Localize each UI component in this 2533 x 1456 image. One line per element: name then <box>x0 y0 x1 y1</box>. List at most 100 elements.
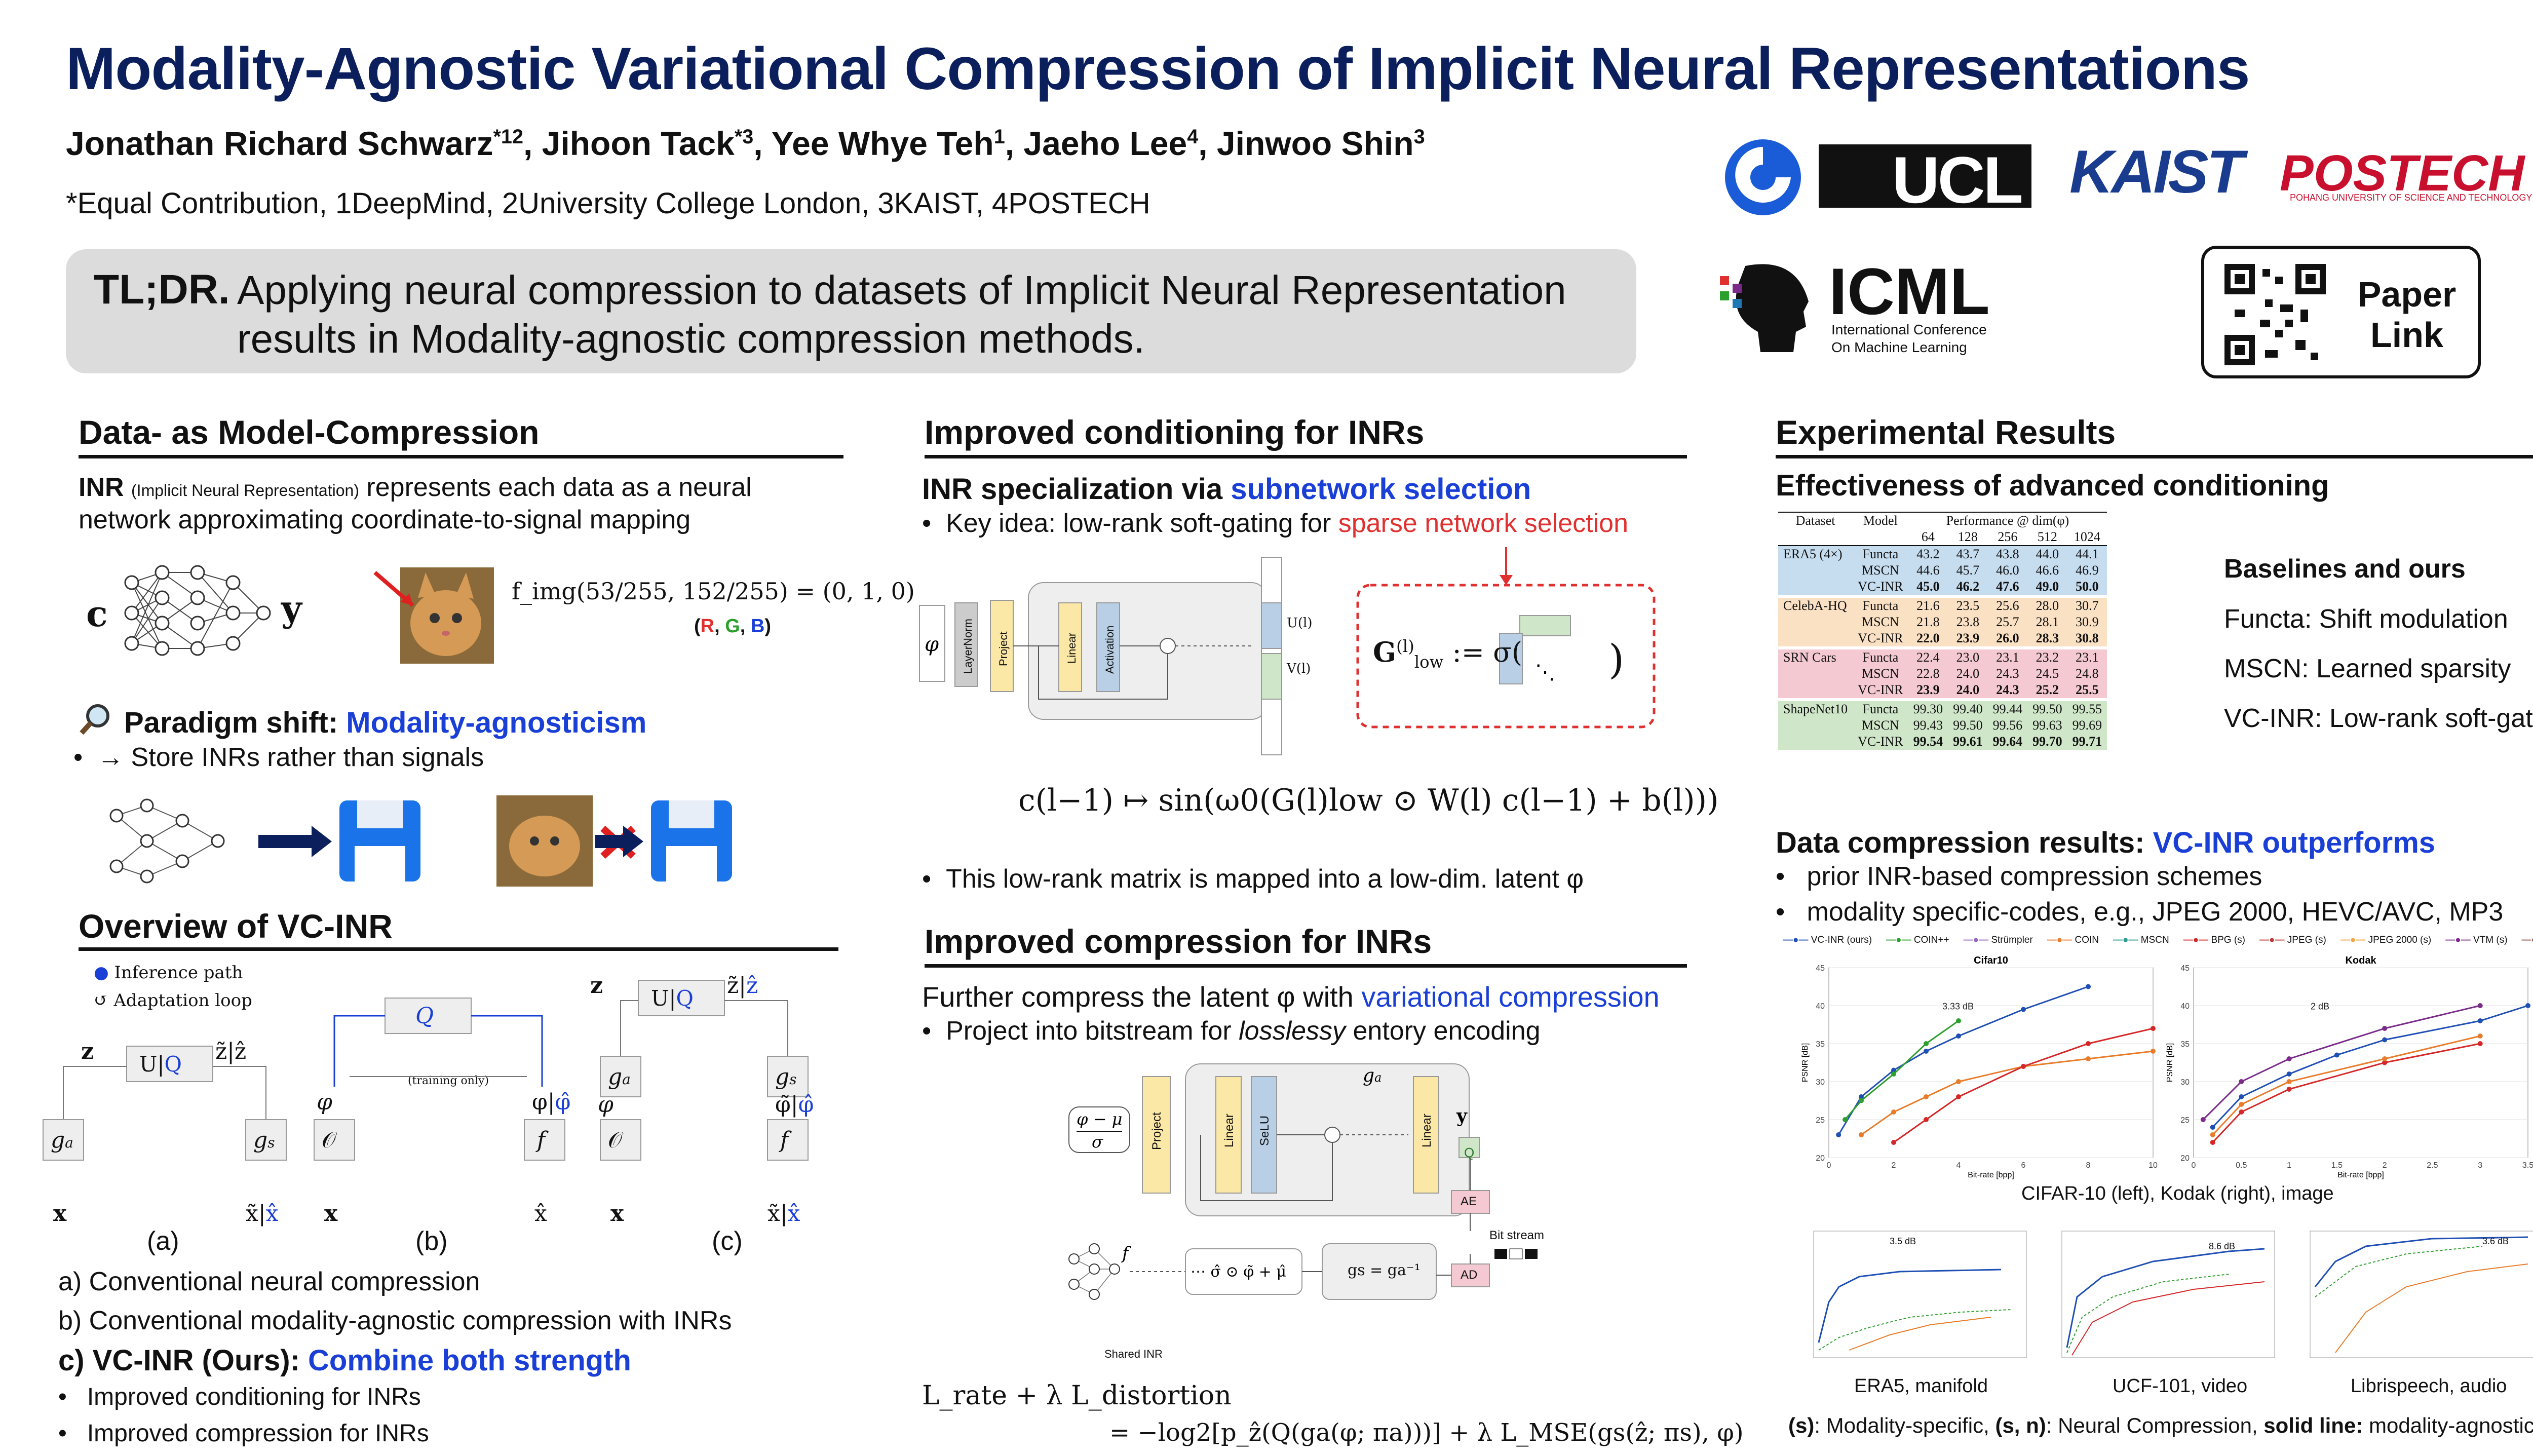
value-cell: 24.0 <box>1956 666 1980 681</box>
tldr-label: TL;DR. <box>94 266 230 313</box>
dataset-cell: ERA5 (4×) <box>1783 547 1843 561</box>
block-linear: Linear <box>1065 632 1078 664</box>
value-cell: 47.6 <box>1996 579 2019 594</box>
svg-text:x: x <box>53 1201 67 1227</box>
legend-adaptation: ↺ Adaptation loop <box>94 990 252 1011</box>
compression-results-title: Data compression results: VC-INR outperf… <box>1776 826 2436 859</box>
u-label: U(l) <box>1287 616 1313 631</box>
dataset-cell <box>1778 666 1853 682</box>
kaist-logo: KAIST <box>2069 138 2244 206</box>
signal-output-label: y <box>281 588 302 630</box>
value-cell: 46.2 <box>1956 579 1980 594</box>
paper-link-label: Paper Link <box>2357 275 2457 355</box>
model-cell: Functa <box>1862 650 1899 665</box>
svg-text:φ|φ̂: φ|φ̂ <box>532 1089 570 1115</box>
results-table-wrapper: Dataset Model Performance @ dim(φ) 64 128 256… <box>1778 512 2107 753</box>
caption-libri: Librispeech, audio <box>2351 1375 2507 1397</box>
value-cell: 45.0 <box>1916 579 1940 594</box>
model-cell: Functa <box>1862 598 1899 613</box>
dataset-cell <box>1778 682 1853 698</box>
table-row: MSCN 21.8 23.8 25.7 28.1 30.9 <box>1778 614 2107 630</box>
value-cell: 21.8 <box>1916 615 1940 629</box>
magnifier-icon <box>80 704 109 735</box>
loss-line1: L_rate + λ L_distortion <box>922 1381 1232 1411</box>
value-cell: 99.56 <box>1992 718 2023 733</box>
y-tick-label: 30 <box>2180 1078 2190 1087</box>
x-tick-label: 0.5 <box>2236 1161 2247 1170</box>
data-point <box>1859 1132 1864 1137</box>
table-row: MSCN 22.8 24.0 24.3 24.5 24.8 <box>1778 666 2107 682</box>
x-tick-label: 1.5 <box>2331 1161 2343 1170</box>
y-axis-label: PSNR [dB] <box>1801 1043 1810 1082</box>
value-cell: 23.5 <box>1956 598 1980 613</box>
value-cell: 99.55 <box>2072 702 2102 716</box>
value-cell: 25.5 <box>2076 682 2099 697</box>
data-point <box>2286 1079 2292 1084</box>
value-cell: 99.71 <box>2072 734 2102 749</box>
block2-project: Project <box>1150 1112 1164 1150</box>
svg-text:⋱: ⋱ <box>1535 661 1555 683</box>
value-cell: 43.7 <box>1956 547 1980 561</box>
store-inr-diagram <box>109 795 732 887</box>
ad-label: AD <box>1461 1268 1478 1282</box>
paradigm-bullet: • → Store INRs rather than signals <box>73 743 484 772</box>
data-point <box>1843 1117 1848 1122</box>
paper-link-box[interactable]: Paper Link <box>2201 246 2481 378</box>
table-row: VC-INR 45.0 46.2 47.6 49.0 50.0 <box>1778 579 2107 595</box>
data-point <box>2151 1049 2156 1054</box>
img-formula: f_img(53/255, 152/255) = (0, 1, 0) <box>512 578 915 605</box>
th-dataset: Dataset <box>1795 513 1835 528</box>
dataset-cell: SRN Cars <box>1783 650 1836 665</box>
y-tick-label: 40 <box>2180 1002 2190 1011</box>
data-point <box>2382 1026 2388 1031</box>
value-cell: 43.8 <box>1996 547 2019 561</box>
section-divider <box>79 455 843 458</box>
shared-inr-label: Shared INR <box>1104 1348 1163 1360</box>
x-tick-label: 2 <box>1892 1161 1896 1170</box>
value-cell: 99.30 <box>1913 702 1943 716</box>
legend-item: —●— VC-INR (ours) <box>1783 935 1872 945</box>
deepmind-logo <box>1725 139 1801 215</box>
model-cell: MSCN <box>1862 718 1899 733</box>
chart-title: Kodak <box>2345 955 2376 966</box>
data-point <box>2239 1079 2244 1084</box>
value-cell: 50.0 <box>2076 579 2099 594</box>
x-tick-label: 6 <box>2021 1161 2026 1170</box>
value-cell: 99.61 <box>1953 734 1983 749</box>
data-point <box>2477 1041 2483 1046</box>
inr-description-line1: INR (Implicit Neural Representation) rep… <box>79 473 752 502</box>
svg-text:z̃|ẑ: z̃|ẑ <box>215 1039 246 1064</box>
data-point <box>2021 1064 2026 1069</box>
value-cell: 99.43 <box>1913 718 1943 733</box>
bullet-modality-codecs: • modality specific-codes, e.g., JPEG 20… <box>1776 897 2504 927</box>
baselines-title: Baselines and ours <box>2224 554 2466 584</box>
model-cell: Functa <box>1862 702 1899 716</box>
data-point <box>2286 1087 2292 1092</box>
table-row: VC-INR 23.9 24.0 24.3 25.2 25.5 <box>1778 682 2107 698</box>
caption-ucf: UCF-101, video <box>2113 1375 2248 1397</box>
value-cell: 99.63 <box>2032 718 2062 733</box>
tldr-text: Applying neural compression to datasets … <box>237 267 1566 361</box>
block-layernorm: LayerNorm <box>962 619 974 674</box>
value-cell: 99.44 <box>1992 702 2023 716</box>
block-project: Project <box>997 631 1010 666</box>
y-tick-label: 20 <box>1816 1154 1825 1163</box>
dataset-cell <box>1778 734 1853 750</box>
data-point <box>1956 1079 1961 1084</box>
x-tick-label: 4 <box>1956 1161 1961 1170</box>
bullet-conditioning: • Improved conditioning for INRs <box>58 1384 421 1410</box>
value-cell: 25.6 <box>1996 598 2019 613</box>
lowrank-bullet: • This low-rank matrix is mapped into a … <box>922 864 1584 894</box>
svg-text:z: z <box>590 973 603 999</box>
value-cell: 26.0 <box>1996 631 2019 645</box>
value-cell: 30.7 <box>2076 598 2099 613</box>
data-point <box>1924 1094 1929 1099</box>
data-point <box>2200 1117 2206 1122</box>
value-cell: 24.8 <box>2076 666 2099 681</box>
value-cell: 99.69 <box>2072 718 2102 733</box>
table-row: MSCN 99.43 99.50 99.56 99.63 99.69 <box>1778 717 2107 734</box>
data-point <box>1891 1067 1896 1073</box>
section-title-conditioning: Improved conditioning for INRs <box>925 413 1425 451</box>
y-tick-label: 25 <box>1816 1116 1825 1125</box>
svg-text:φ: φ <box>317 1089 332 1115</box>
